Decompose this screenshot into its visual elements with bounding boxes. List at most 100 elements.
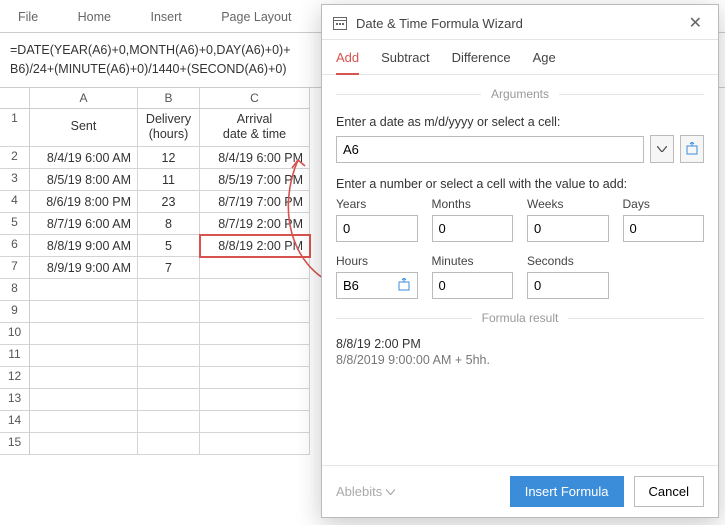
- tab-difference[interactable]: Difference: [452, 50, 511, 74]
- cell[interactable]: 7: [138, 257, 200, 279]
- cell[interactable]: 8/8/19 9:00 AM: [30, 235, 138, 257]
- cell[interactable]: [200, 367, 310, 389]
- cell[interactable]: [30, 345, 138, 367]
- cell[interactable]: 8/7/19 2:00 PM: [200, 213, 310, 235]
- cell[interactable]: [138, 389, 200, 411]
- input-minutes[interactable]: [432, 272, 514, 299]
- cell[interactable]: [30, 323, 138, 345]
- tab-subtract[interactable]: Subtract: [381, 50, 429, 74]
- cell[interactable]: 5: [138, 235, 200, 257]
- cell[interactable]: [200, 279, 310, 301]
- tab-add[interactable]: Add: [336, 50, 359, 75]
- select-all-corner[interactable]: [0, 88, 30, 109]
- date-input[interactable]: [336, 136, 644, 163]
- dialog-footer: Ablebits Insert Formula Cancel: [322, 465, 718, 517]
- cell[interactable]: 8/7/19 7:00 PM: [200, 191, 310, 213]
- row-header[interactable]: 9: [0, 301, 30, 323]
- input-seconds[interactable]: [527, 272, 609, 299]
- cell[interactable]: [30, 411, 138, 433]
- cell[interactable]: [138, 411, 200, 433]
- dialog-title: Date & Time Formula Wizard: [356, 16, 683, 31]
- row-header[interactable]: 12: [0, 367, 30, 389]
- row-header[interactable]: 13: [0, 389, 30, 411]
- cell[interactable]: 8/7/19 6:00 AM: [30, 213, 138, 235]
- row-header[interactable]: 11: [0, 345, 30, 367]
- row-header[interactable]: 10: [0, 323, 30, 345]
- col-header-a[interactable]: A: [30, 88, 138, 109]
- formula-result-detail: 8/8/2019 9:00:00 AM + 5hh.: [336, 353, 704, 367]
- row-header[interactable]: 14: [0, 411, 30, 433]
- ribbon-tab-file[interactable]: File: [18, 10, 38, 24]
- cell[interactable]: [30, 301, 138, 323]
- label-hours: Hours: [336, 254, 418, 268]
- dialog-tabs: Add Subtract Difference Age: [322, 40, 718, 75]
- cell[interactable]: [30, 367, 138, 389]
- col-header-b[interactable]: B: [138, 88, 200, 109]
- cell[interactable]: 8/5/19 8:00 AM: [30, 169, 138, 191]
- cell[interactable]: [30, 433, 138, 455]
- cell[interactable]: 8: [138, 213, 200, 235]
- cell[interactable]: 23: [138, 191, 200, 213]
- cell[interactable]: [200, 389, 310, 411]
- dialog-titlebar: Date & Time Formula Wizard ✕: [322, 5, 718, 40]
- cell[interactable]: Delivery(hours): [138, 109, 200, 147]
- row-header[interactable]: 8: [0, 279, 30, 301]
- row-header[interactable]: 4: [0, 191, 30, 213]
- row-header[interactable]: 7: [0, 257, 30, 279]
- cell[interactable]: [138, 279, 200, 301]
- col-header-c[interactable]: C: [200, 88, 310, 109]
- datetime-wizard-dialog: Date & Time Formula Wizard ✕ Add Subtrac…: [321, 4, 719, 518]
- cell[interactable]: 8/9/19 9:00 AM: [30, 257, 138, 279]
- row-header[interactable]: 3: [0, 169, 30, 191]
- cell[interactable]: 8/4/19 6:00 PM: [200, 147, 310, 169]
- row-header[interactable]: 15: [0, 433, 30, 455]
- cell[interactable]: [138, 367, 200, 389]
- input-months[interactable]: [432, 215, 514, 242]
- cell[interactable]: [138, 433, 200, 455]
- cell[interactable]: Sent: [30, 109, 138, 147]
- cell[interactable]: 8/8/19 2:00 PM: [200, 235, 310, 257]
- cell[interactable]: [30, 389, 138, 411]
- cell[interactable]: [200, 257, 310, 279]
- cell[interactable]: Arrivaldate & time: [200, 109, 310, 147]
- row-header[interactable]: 1: [0, 109, 30, 147]
- cancel-button[interactable]: Cancel: [634, 476, 704, 507]
- row-header[interactable]: 5: [0, 213, 30, 235]
- hours-cell-picker-icon[interactable]: [393, 274, 415, 296]
- cell[interactable]: [138, 345, 200, 367]
- date-dropdown-icon[interactable]: [650, 135, 674, 163]
- date-cell-picker-icon[interactable]: [680, 135, 704, 163]
- brand-label[interactable]: Ablebits: [336, 484, 395, 499]
- close-icon[interactable]: ✕: [683, 13, 708, 33]
- field-months: Months: [432, 197, 514, 242]
- cell[interactable]: [30, 279, 138, 301]
- ribbon-tab-home[interactable]: Home: [78, 10, 111, 24]
- formula-result-main: 8/8/19 2:00 PM: [336, 337, 704, 351]
- cell[interactable]: 8/6/19 8:00 PM: [30, 191, 138, 213]
- tab-age[interactable]: Age: [533, 50, 556, 74]
- cell[interactable]: [200, 345, 310, 367]
- cell[interactable]: [200, 411, 310, 433]
- row-header[interactable]: 2: [0, 147, 30, 169]
- input-weeks[interactable]: [527, 215, 609, 242]
- cell[interactable]: [200, 323, 310, 345]
- insert-formula-button[interactable]: Insert Formula: [510, 476, 624, 507]
- date-prompt-label: Enter a date as m/d/yyyy or select a cel…: [336, 115, 704, 129]
- row-header[interactable]: 6: [0, 235, 30, 257]
- cell[interactable]: 8/5/19 7:00 PM: [200, 169, 310, 191]
- ribbon-tab-insert[interactable]: Insert: [150, 10, 181, 24]
- input-years[interactable]: [336, 215, 418, 242]
- cell[interactable]: [200, 433, 310, 455]
- cell[interactable]: 8/4/19 6:00 AM: [30, 147, 138, 169]
- ribbon-tab-pagelayout[interactable]: Page Layout: [221, 10, 291, 24]
- input-days[interactable]: [623, 215, 705, 242]
- cell[interactable]: [138, 301, 200, 323]
- field-weeks: Weeks: [527, 197, 609, 242]
- label-years: Years: [336, 197, 418, 211]
- cell[interactable]: 11: [138, 169, 200, 191]
- label-months: Months: [432, 197, 514, 211]
- field-seconds: Seconds: [527, 254, 609, 299]
- cell[interactable]: [200, 301, 310, 323]
- cell[interactable]: [138, 323, 200, 345]
- cell[interactable]: 12: [138, 147, 200, 169]
